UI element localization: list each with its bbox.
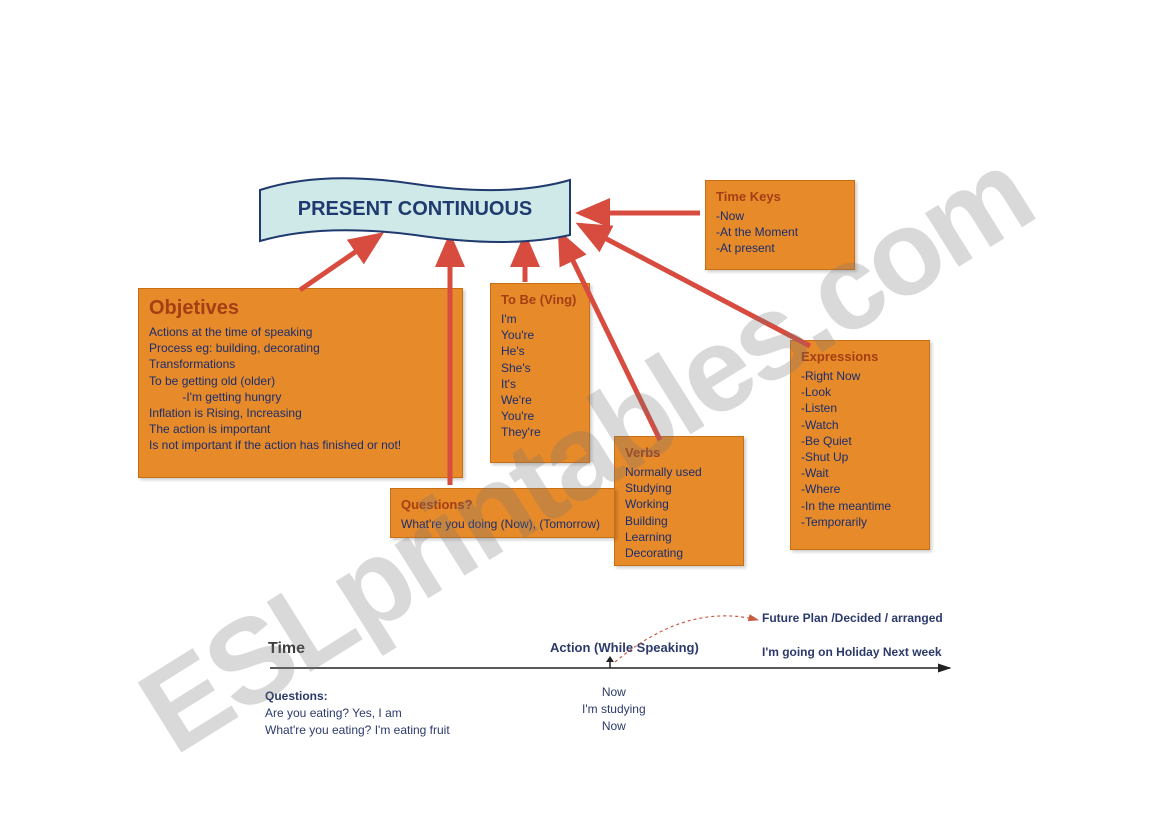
box-line: Building [625, 513, 733, 529]
box-line: -Be Quiet [801, 433, 919, 449]
box-line: -Shut Up [801, 449, 919, 465]
box-line: He's [501, 343, 579, 359]
box-expressions: Expressions-Right Now-Look-Listen-Watch-… [790, 340, 930, 550]
box-line: Actions at the time of speaking [149, 324, 452, 340]
box-line: Normally used [625, 464, 733, 480]
box-line: Process eg: building, decorating [149, 340, 452, 356]
box-line: -Listen [801, 400, 919, 416]
box-line: To be getting old (older) [149, 373, 452, 389]
box-line: -Look [801, 384, 919, 400]
title-text: PRESENT CONTINUOUS [280, 198, 550, 221]
box-objectives: Objetives Actions at the time of speaking… [138, 288, 463, 478]
box-line: Decorating [625, 545, 733, 561]
box-line: -I'm getting hungry [149, 389, 452, 405]
box-line: What're you doing (Now), (Tomorrow) [401, 516, 604, 532]
box-line: -Watch [801, 417, 919, 433]
box-heading: Questions? [401, 497, 604, 512]
box-line: -Right Now [801, 368, 919, 384]
box-line: Working [625, 496, 733, 512]
box-line: -Where [801, 481, 919, 497]
diagram-canvas: PRESENT CONTINUOUS Time Keys-Now-At the … [0, 0, 1169, 821]
box-line: -Wait [801, 465, 919, 481]
box-line: The action is important [149, 421, 452, 437]
title-banner [0, 0, 1169, 265]
box-verbs: Verbs Normally usedStudyingWorkingBuildin… [614, 436, 744, 566]
box-heading: To Be (Ving) [501, 292, 579, 307]
box-line: Learning [625, 529, 733, 545]
box-line: Is not important if the action has finis… [149, 437, 452, 453]
box-line: Studying [625, 480, 733, 496]
box-heading: Expressions [801, 349, 919, 364]
box-line: They're [501, 424, 579, 440]
box-heading: Verbs [625, 445, 733, 460]
box-line: You're [501, 327, 579, 343]
box-line: Transformations [149, 356, 452, 372]
box-line: She's [501, 360, 579, 376]
box-line: It's [501, 376, 579, 392]
box-line: -In the meantime [801, 498, 919, 514]
box-questions: Questions? What're you doing (Now), (Tomo… [390, 488, 615, 538]
box-line: We're [501, 392, 579, 408]
box-heading: Objetives [149, 297, 452, 320]
box-to-be: To Be (Ving)I'mYou'reHe'sShe'sIt'sWe'reY… [490, 283, 590, 463]
box-line: I'm [501, 311, 579, 327]
box-line: You're [501, 408, 579, 424]
box-line: -Temporarily [801, 514, 919, 530]
box-line: Inflation is Rising, Increasing [149, 405, 452, 421]
